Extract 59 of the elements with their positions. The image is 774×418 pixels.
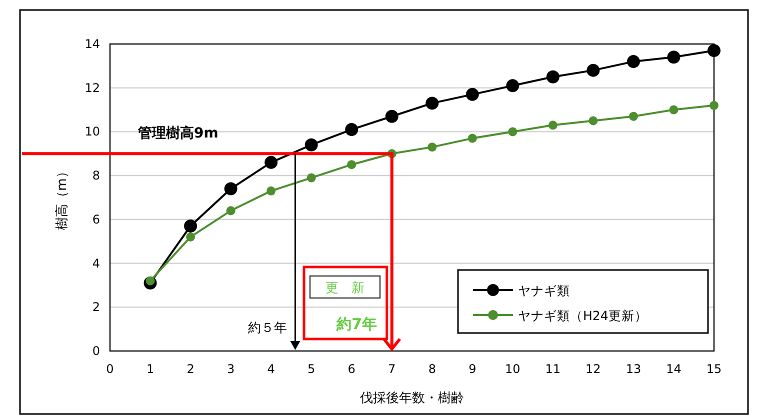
point <box>546 70 560 84</box>
legend-label: ヤナギ類 <box>518 283 570 298</box>
x-tick-label: 15 <box>706 362 722 376</box>
point <box>466 88 479 101</box>
x-tick-label: 1 <box>146 362 154 376</box>
ref-line-label: 管理樹高9m <box>137 124 218 142</box>
ref-line-label: 約５年 <box>248 321 288 336</box>
point <box>264 156 278 169</box>
x-tick-label: 11 <box>545 362 561 376</box>
point <box>385 110 398 123</box>
y-tick-label: 10 <box>84 124 100 139</box>
point <box>347 160 356 170</box>
y-tick-label: 2 <box>92 300 100 314</box>
annotation: 更 新 <box>326 281 364 296</box>
y-axis-title: 樹高（m） <box>54 165 70 230</box>
point <box>506 79 520 92</box>
x-tick-label: 2 <box>186 362 194 376</box>
point <box>426 96 439 110</box>
y-tick-label: 12 <box>84 80 100 95</box>
point <box>266 186 276 196</box>
y-tick-label: 14 <box>84 37 100 51</box>
point <box>345 123 358 136</box>
point <box>184 220 198 233</box>
y-tick-label: 0 <box>92 344 100 358</box>
point <box>588 116 598 126</box>
point <box>186 232 196 242</box>
point <box>226 206 236 216</box>
point <box>304 138 318 152</box>
point <box>586 64 600 77</box>
point <box>508 127 518 136</box>
y-tick-label: 6 <box>92 212 100 226</box>
point <box>669 105 678 114</box>
x-tick-label: 13 <box>626 362 642 376</box>
point <box>710 100 718 110</box>
x-tick-label: 0 <box>106 362 114 376</box>
x-tick-label: 9 <box>468 362 476 376</box>
y-tick-label: 4 <box>92 256 100 270</box>
point <box>626 55 640 68</box>
x-tick-label: 7 <box>388 362 396 376</box>
x-tick-label: 14 <box>666 362 682 376</box>
point <box>667 50 680 64</box>
x-tick-label: 4 <box>267 362 275 376</box>
point <box>468 134 477 143</box>
point <box>306 173 316 182</box>
x-tick-label: 8 <box>428 362 436 376</box>
x-axis-title: 伐採後年数・樹齢 <box>360 391 464 406</box>
point <box>628 112 638 121</box>
point <box>708 44 720 58</box>
ref-line-label: 約7年 <box>336 315 378 333</box>
x-tick-label: 12 <box>586 362 601 376</box>
point <box>224 182 238 196</box>
x-tick-label: 6 <box>348 362 356 376</box>
x-tick-label: 3 <box>226 362 235 376</box>
y-tick-label: 8 <box>92 168 100 183</box>
x-tick-label: 5 <box>308 362 316 376</box>
point <box>548 120 558 130</box>
legend-label: ヤナギ類（H24更新） <box>518 308 648 323</box>
x-tick-label: 10 <box>505 362 520 376</box>
point <box>428 142 437 152</box>
